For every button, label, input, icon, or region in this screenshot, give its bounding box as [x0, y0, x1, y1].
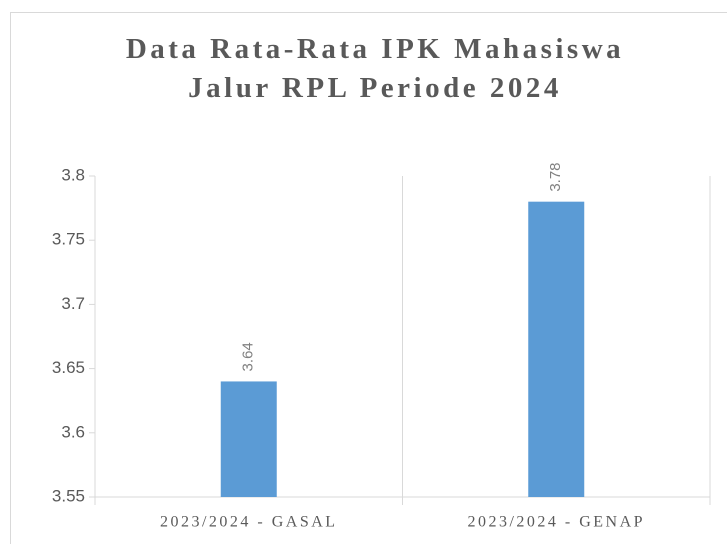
- chart-title: Data Rata-Rata IPK Mahasiswa Jalur RPL P…: [125, 33, 625, 104]
- chart-frame: [10, 12, 727, 544]
- x-tick-label: 2023/2024 - GASAL: [160, 514, 338, 531]
- y-tick-label: 3.55: [52, 486, 85, 505]
- data-label: 3.64: [240, 342, 257, 371]
- y-tick-label: 3.75: [52, 230, 85, 249]
- bar: [220, 381, 277, 497]
- y-tick-label: 3.6: [61, 422, 85, 441]
- data-label: 3.78: [547, 162, 564, 191]
- y-tick-label: 3.65: [52, 358, 85, 377]
- x-tick-label: 2023/2024 - GENAP: [467, 514, 645, 531]
- y-tick-label: 3.7: [61, 294, 85, 313]
- y-tick-label: 3.8: [61, 165, 85, 184]
- bar: [528, 201, 585, 497]
